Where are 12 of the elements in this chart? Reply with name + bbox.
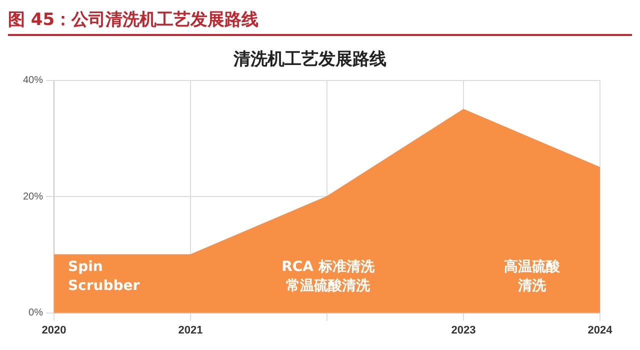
y-tick-label: 20% [23,191,44,202]
x-tick-label: 2023 [451,324,476,336]
x-tick-label: 2020 [42,324,66,336]
y-tick-label: 40% [23,75,44,86]
annotation: 高温硫酸清洗 [503,258,561,296]
chart-title: 图 45：公司清洗机工艺发展路线 [8,8,632,36]
x-tick-label: 2024 [588,324,614,336]
x-tick-label: 2021 [178,324,203,336]
annotation: Spin Scrubber [68,258,141,296]
annotation: RCA 标准清洗常温硫酸清洗 [280,258,376,296]
y-tick-label: 0% [28,308,44,319]
chart-subtitle: 清洗机工艺发展路线 [232,50,386,70]
